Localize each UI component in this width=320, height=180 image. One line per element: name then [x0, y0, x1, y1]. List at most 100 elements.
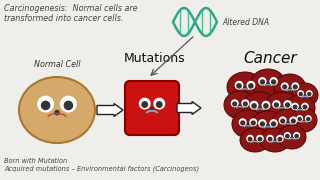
Text: Cell: Cell — [46, 82, 58, 87]
Circle shape — [307, 118, 310, 121]
Circle shape — [239, 119, 246, 126]
Circle shape — [259, 78, 266, 85]
Circle shape — [151, 108, 153, 110]
Circle shape — [262, 102, 270, 109]
Circle shape — [237, 84, 241, 88]
Circle shape — [303, 105, 307, 109]
Circle shape — [259, 120, 266, 127]
Circle shape — [250, 102, 258, 109]
Text: Normal Cell: Normal Cell — [34, 60, 80, 69]
Circle shape — [308, 93, 311, 96]
Circle shape — [242, 100, 249, 107]
Circle shape — [286, 103, 290, 107]
Circle shape — [267, 125, 269, 127]
Circle shape — [239, 105, 241, 107]
Circle shape — [233, 102, 236, 106]
Circle shape — [292, 119, 295, 123]
Circle shape — [247, 135, 253, 142]
Circle shape — [284, 101, 291, 108]
Text: Carcinogenesis:  Normal cells are
transformed into cancer cells.: Carcinogenesis: Normal cells are transfo… — [4, 4, 138, 23]
Circle shape — [299, 93, 302, 96]
Circle shape — [292, 103, 298, 110]
Circle shape — [270, 120, 277, 127]
Circle shape — [247, 124, 249, 126]
Circle shape — [290, 117, 297, 124]
Circle shape — [281, 106, 283, 108]
FancyArrow shape — [97, 103, 123, 116]
Circle shape — [249, 84, 253, 88]
Circle shape — [307, 91, 312, 96]
Circle shape — [259, 107, 261, 109]
Circle shape — [286, 134, 289, 138]
Circle shape — [61, 96, 76, 112]
Ellipse shape — [260, 128, 290, 152]
Circle shape — [298, 91, 303, 96]
Ellipse shape — [227, 72, 263, 102]
Text: Cancer: Cancer — [243, 51, 297, 66]
Circle shape — [278, 137, 282, 141]
FancyBboxPatch shape — [125, 81, 179, 135]
Circle shape — [241, 121, 244, 125]
Circle shape — [293, 85, 297, 89]
Ellipse shape — [232, 110, 264, 138]
Circle shape — [272, 122, 276, 126]
Ellipse shape — [278, 125, 306, 149]
Circle shape — [294, 133, 300, 138]
Circle shape — [304, 95, 306, 96]
Circle shape — [260, 122, 264, 126]
Circle shape — [258, 137, 262, 141]
Circle shape — [295, 134, 298, 138]
Circle shape — [247, 82, 255, 89]
Circle shape — [275, 103, 278, 107]
Text: Altered DNA: Altered DNA — [222, 17, 269, 26]
Ellipse shape — [242, 92, 278, 122]
Circle shape — [279, 117, 286, 124]
Circle shape — [293, 105, 297, 109]
Text: Mutations: Mutations — [124, 51, 186, 64]
Circle shape — [250, 119, 257, 126]
Circle shape — [267, 83, 269, 85]
Circle shape — [306, 116, 311, 121]
Circle shape — [273, 101, 280, 108]
Circle shape — [289, 88, 291, 90]
Ellipse shape — [251, 111, 285, 139]
Ellipse shape — [292, 83, 318, 107]
FancyArrow shape — [177, 102, 201, 114]
Circle shape — [55, 111, 59, 115]
Circle shape — [38, 96, 53, 112]
Circle shape — [281, 119, 284, 123]
Circle shape — [303, 120, 305, 122]
Circle shape — [284, 133, 290, 138]
Ellipse shape — [19, 77, 95, 143]
Circle shape — [231, 100, 238, 107]
Circle shape — [244, 102, 247, 106]
Circle shape — [297, 116, 302, 121]
Circle shape — [283, 85, 287, 89]
Text: Born with Mutation
Acquired mutations – Environmental factors (Carcinogens): Born with Mutation Acquired mutations – … — [4, 158, 199, 172]
Circle shape — [42, 101, 50, 110]
Ellipse shape — [265, 92, 299, 120]
Circle shape — [281, 83, 288, 90]
Ellipse shape — [285, 95, 315, 121]
Circle shape — [142, 102, 148, 107]
Circle shape — [299, 108, 301, 110]
Circle shape — [264, 104, 268, 108]
Circle shape — [257, 135, 263, 142]
Ellipse shape — [251, 69, 285, 97]
Circle shape — [252, 121, 255, 125]
Circle shape — [272, 80, 276, 84]
Circle shape — [291, 137, 293, 139]
Circle shape — [252, 104, 256, 108]
Ellipse shape — [272, 109, 304, 135]
Circle shape — [254, 140, 256, 142]
Circle shape — [244, 87, 246, 89]
Circle shape — [156, 102, 162, 107]
Circle shape — [267, 135, 273, 142]
Circle shape — [268, 137, 272, 141]
Circle shape — [270, 78, 277, 85]
Circle shape — [287, 122, 289, 124]
Ellipse shape — [240, 128, 270, 152]
Circle shape — [274, 140, 276, 142]
Circle shape — [154, 98, 164, 109]
Circle shape — [298, 118, 301, 121]
